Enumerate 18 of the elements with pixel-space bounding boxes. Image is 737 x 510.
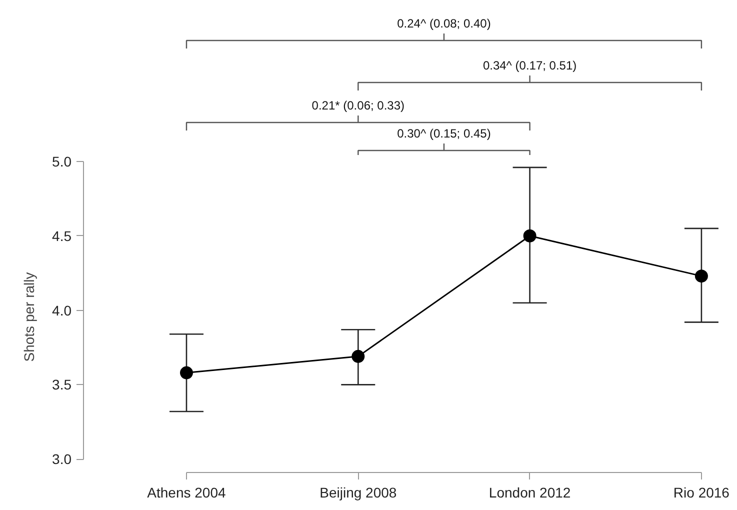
x-tick-label: London 2012 bbox=[488, 484, 571, 500]
point bbox=[523, 229, 536, 242]
y-axis-title: Shots per rally bbox=[21, 272, 38, 362]
x-tick-label: Rio 2016 bbox=[673, 484, 730, 500]
y-tick-label: 4.5 bbox=[52, 228, 72, 244]
x-tick-label: Beijing 2008 bbox=[320, 484, 397, 500]
point bbox=[352, 350, 365, 363]
point bbox=[180, 366, 193, 380]
y-tick-label: 3.5 bbox=[52, 376, 72, 393]
point bbox=[694, 270, 708, 283]
y-tick-label: 4.0 bbox=[52, 302, 72, 318]
text: 0.34^ (0.17; 0.51) bbox=[482, 58, 577, 72]
text: 0.21* (0.06; 0.33) bbox=[312, 98, 405, 112]
y-tick-label: 3.0 bbox=[52, 451, 72, 468]
x-tick-label: Athens 2004 bbox=[147, 484, 226, 500]
text: 0.24^ (0.08; 0.40) bbox=[397, 16, 491, 30]
text: 0.30^ (0.15; 0.45) bbox=[397, 126, 491, 140]
y-tick-label: 5.0 bbox=[52, 154, 72, 170]
